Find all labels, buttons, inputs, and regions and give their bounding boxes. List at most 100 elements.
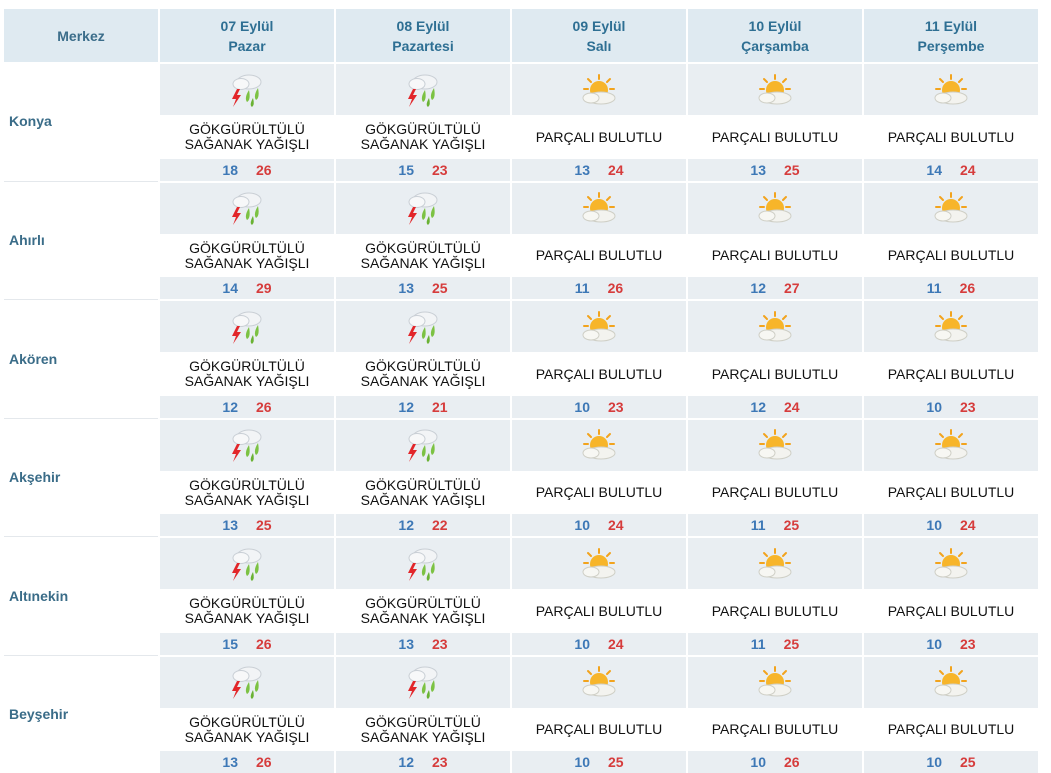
description-line: PARÇALI BULUTLU (711, 721, 839, 738)
max-temperature: 23 (432, 161, 448, 178)
forecast-row: Akşehir GÖKGÜRÜLTÜLÜ SAĞANAK YAĞIŞLI 13 25 … (4, 417, 1038, 536)
min-temperature: 11 (574, 280, 590, 297)
partly-cloudy-icon (579, 73, 619, 107)
day-forecast-cell: PARÇALI BULUTLU 10 25 (864, 655, 1038, 773)
forecast-row: Ahırlı GÖKGÜRÜLTÜLÜ SAĞANAK YAĞIŞLI 14 29 G… (4, 180, 1038, 299)
description-line: PARÇALI BULUTLU (535, 247, 663, 264)
description-line: PARÇALI BULUTLU (887, 602, 1015, 619)
temperature-range: 12 23 (336, 751, 510, 773)
description-line: SAĞANAK YAĞIŞLI (360, 728, 486, 745)
weather-description: GÖKGÜRÜLTÜLÜ SAĞANAK YAĞIŞLI (336, 352, 510, 396)
weather-icon-box (864, 64, 1038, 116)
weather-icon-box (864, 301, 1038, 353)
min-temperature: 10 (750, 754, 766, 771)
temperature-range: 13 23 (336, 632, 510, 655)
temperature-range: 11 26 (864, 277, 1038, 299)
weather-icon-box (160, 64, 334, 116)
description-line: SAĞANAK YAĞIŞLI (184, 610, 310, 627)
temperature-range: 10 24 (864, 514, 1038, 536)
max-temperature: 23 (432, 635, 448, 652)
min-temperature: 10 (574, 754, 590, 771)
description-line: PARÇALI BULUTLU (711, 484, 839, 501)
weather-description: GÖKGÜRÜLTÜLÜ SAĞANAK YAĞIŞLI (160, 233, 334, 278)
description-line: SAĞANAK YAĞIŞLI (184, 728, 310, 745)
temperature-range: 11 26 (512, 277, 686, 299)
temperature-range: 10 23 (864, 632, 1038, 655)
min-temperature: 12 (750, 280, 766, 297)
temperature-range: 15 23 (336, 158, 510, 181)
city-name[interactable]: Ahırlı (4, 180, 158, 299)
city-name[interactable]: Beyşehir (4, 654, 158, 773)
max-temperature: 22 (432, 517, 448, 534)
description-line: GÖKGÜRÜLTÜLÜ (365, 595, 481, 612)
description-line: GÖKGÜRÜLTÜLÜ (365, 713, 481, 730)
day-forecast-cell: PARÇALI BULUTLU 13 25 (688, 62, 862, 181)
temperature-range: 12 26 (160, 395, 334, 418)
day-forecast-cell: PARÇALI BULUTLU 11 25 (688, 418, 862, 536)
min-temperature: 10 (926, 398, 942, 415)
thunderstorm-icon (403, 546, 443, 582)
max-temperature: 23 (960, 398, 976, 415)
max-temperature: 24 (960, 517, 976, 534)
max-temperature: 23 (960, 635, 976, 652)
weather-description: PARÇALI BULUTLU (864, 352, 1038, 396)
description-line: GÖKGÜRÜLTÜLÜ (189, 239, 305, 256)
weather-icon-box (512, 182, 686, 234)
description-line: PARÇALI BULUTLU (711, 247, 839, 264)
forecast-row: Konya GÖKGÜRÜLTÜLÜ SAĞANAK YAĞIŞLI 18 26 GÖ… (4, 62, 1038, 181)
min-temperature: 13 (398, 635, 414, 652)
min-temperature: 10 (574, 517, 590, 534)
description-line: GÖKGÜRÜLTÜLÜ (189, 713, 305, 730)
day-forecast-cell: PARÇALI BULUTLU 10 23 (512, 299, 686, 418)
weather-description: GÖKGÜRÜLTÜLÜ SAĞANAK YAĞIŞLI (336, 115, 510, 159)
day-forecast-cell: PARÇALI BULUTLU 11 26 (512, 181, 686, 299)
max-temperature: 25 (784, 161, 800, 178)
description-line: GÖKGÜRÜLTÜLÜ (365, 239, 481, 256)
day-forecast-cell: PARÇALI BULUTLU 10 23 (864, 536, 1038, 655)
description-line: GÖKGÜRÜLTÜLÜ (189, 121, 305, 138)
temperature-range: 14 24 (864, 158, 1038, 181)
weather-icon-box (864, 182, 1038, 234)
min-temperature: 15 (398, 161, 414, 178)
city-name[interactable]: Akşehir (4, 417, 158, 536)
description-line: SAĞANAK YAĞIŞLI (184, 254, 310, 271)
merkez-label: Merkez (57, 27, 105, 44)
description-line: PARÇALI BULUTLU (535, 128, 663, 145)
min-temperature: 12 (750, 398, 766, 415)
weather-icon-box (688, 656, 862, 708)
min-temperature: 18 (222, 161, 238, 178)
day-forecast-cell: GÖKGÜRÜLTÜLÜ SAĞANAK YAĞIŞLI 14 29 (160, 181, 334, 299)
partly-cloudy-icon (931, 73, 971, 107)
weather-description: GÖKGÜRÜLTÜLÜ SAĞANAK YAĞIŞLI (336, 707, 510, 752)
forecast-row: Beyşehir GÖKGÜRÜLTÜLÜ SAĞANAK YAĞIŞLI 13 26… (4, 654, 1038, 773)
max-temperature: 26 (256, 161, 272, 178)
city-name[interactable]: Altınekin (4, 536, 158, 655)
max-temperature: 25 (960, 754, 976, 771)
forecast-table: Merkez 07 Eylül Pazar 08 Eylül Pazartesi 0… (4, 9, 1038, 773)
min-temperature: 14 (926, 161, 942, 178)
weather-description: PARÇALI BULUTLU (688, 707, 862, 752)
max-temperature: 23 (432, 754, 448, 771)
day-forecast-cell: PARÇALI BULUTLU 14 24 (864, 62, 1038, 181)
weather-description: PARÇALI BULUTLU (688, 233, 862, 278)
max-temperature: 25 (256, 517, 272, 534)
day-forecast-cell: GÖKGÜRÜLTÜLÜ SAĞANAK YAĞIŞLI 18 26 (160, 62, 334, 181)
city-name[interactable]: Akören (4, 299, 158, 418)
weather-icon-box (688, 419, 862, 471)
day-header: 10 Eylül Çarşamba (688, 9, 862, 62)
day-date: 11 Eylül (924, 17, 978, 34)
description-line: PARÇALI BULUTLU (887, 484, 1015, 501)
weather-icon-box (864, 656, 1038, 708)
weather-icon-box (336, 182, 510, 234)
thunderstorm-icon (227, 546, 267, 582)
description-line: PARÇALI BULUTLU (535, 602, 663, 619)
max-temperature: 26 (256, 635, 272, 652)
weather-description: PARÇALI BULUTLU (512, 352, 686, 396)
weather-icon-box (160, 182, 334, 234)
max-temperature: 25 (783, 635, 800, 652)
description-line: GÖKGÜRÜLTÜLÜ (365, 476, 481, 493)
description-line: SAĞANAK YAĞIŞLI (360, 610, 486, 627)
partly-cloudy-icon (579, 428, 619, 462)
city-name[interactable]: Konya (4, 62, 158, 181)
day-forecast-cell: GÖKGÜRÜLTÜLÜ SAĞANAK YAĞIŞLI 13 23 (336, 536, 510, 655)
